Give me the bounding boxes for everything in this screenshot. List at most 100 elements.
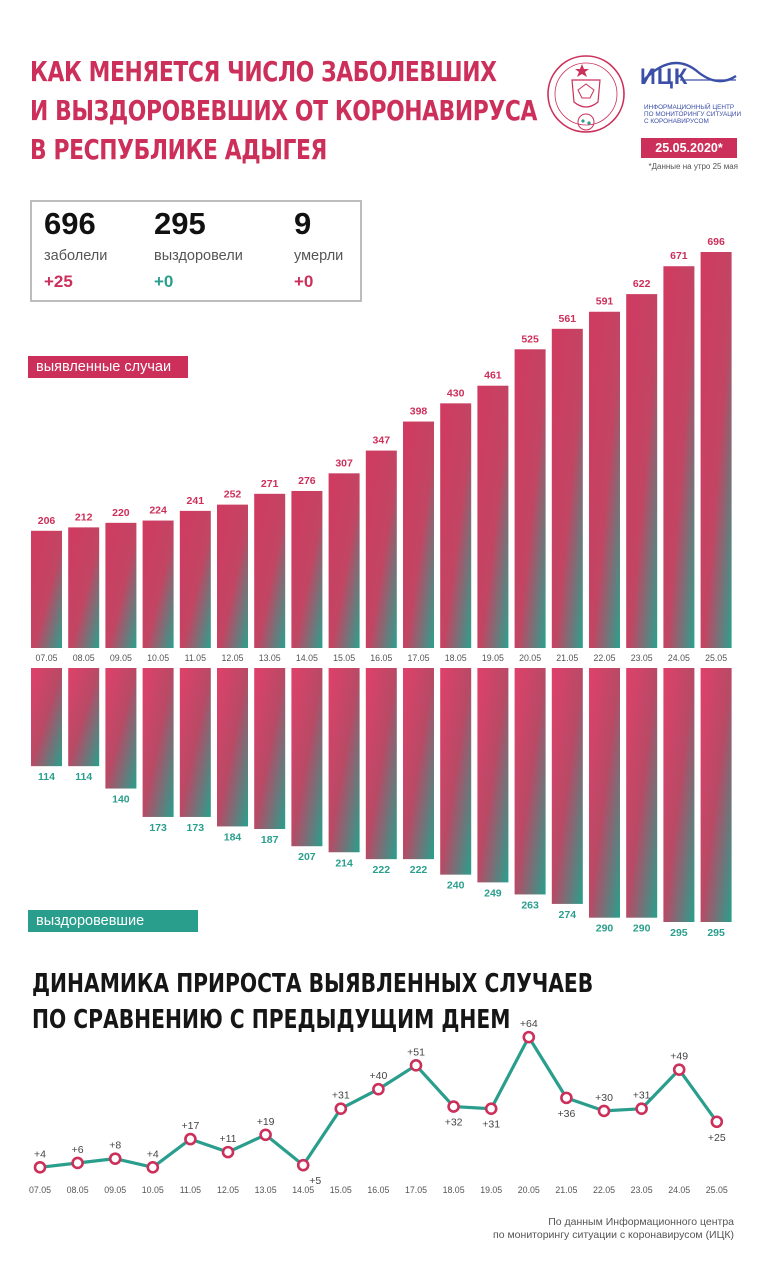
growth-date-tick-label: 09.05 [104, 1185, 126, 1195]
case-bar [365, 450, 397, 648]
growth-point [146, 1161, 160, 1174]
recovered-value-label: 114 [38, 771, 55, 783]
recovered-bar [365, 668, 397, 860]
case-value-label: 622 [633, 278, 651, 290]
recovered-bar [217, 668, 248, 827]
stat-value: 295 [154, 206, 206, 241]
recovered-value-label: 290 [596, 923, 614, 935]
title-line: В РЕСПУБЛИКЕ АДЫГЕЯ [30, 133, 327, 166]
case-value-label: 307 [335, 457, 353, 469]
case-bar [477, 385, 509, 648]
recovered-label: выздоровевшие [28, 910, 198, 932]
growth-value-label: +17 [181, 1120, 199, 1132]
growth-value-label: +4 [147, 1148, 159, 1160]
growth-date-tick-label: 11.05 [180, 1185, 201, 1195]
growth-value-label: +64 [520, 1018, 538, 1030]
case-bar [663, 266, 695, 648]
recovered-bar-chart: 114 114 140 173 173 184 187 207 214 222 222 240 249 2… [31, 668, 732, 939]
growth-point [672, 1063, 686, 1076]
growth-date-tick-label: 12.05 [217, 1185, 239, 1195]
growth-value-label: +19 [257, 1116, 275, 1128]
growth-point [635, 1102, 648, 1116]
source-line: по мониторингу ситуации с коронавирусом … [493, 1229, 734, 1241]
recovered-value-label: 249 [484, 887, 502, 899]
case-bar [328, 473, 360, 648]
recovered-value-label: 290 [633, 923, 651, 935]
growth-point [597, 1104, 611, 1118]
growth-date-tick-label: 08.05 [67, 1185, 89, 1195]
growth-value-label: +31 [633, 1090, 651, 1102]
case-bar [403, 421, 434, 648]
case-value-label: 276 [298, 475, 316, 487]
recovered-bar [626, 668, 658, 918]
case-bar [551, 328, 583, 648]
case-bar [700, 252, 732, 648]
case-bar [31, 530, 62, 648]
stat-value: 9 [294, 206, 312, 241]
growth-date-tick-label: 13.05 [255, 1185, 277, 1195]
growth-date-tick-label: 24.05 [668, 1185, 690, 1195]
case-value-label: 206 [38, 515, 56, 527]
date-tick-label: 08.05 [73, 653, 95, 663]
date-tick-label: 24.05 [668, 653, 690, 663]
growth-point [372, 1082, 385, 1096]
growth-point [334, 1102, 348, 1116]
growth-title-line: ДИНАМИКА ПРИРОСТА ВЫЯВЛЕННЫХ СЛУЧАЕВ [32, 969, 594, 999]
stat-delta: +25 [44, 272, 73, 291]
case-value-label: 347 [373, 435, 391, 447]
growth-value-label: +51 [407, 1046, 425, 1058]
recovered-bar [105, 668, 137, 789]
case-bar [626, 294, 658, 648]
growth-point [710, 1115, 724, 1129]
date-tick-label: 18.05 [445, 653, 467, 663]
date-tick-label: 15.05 [333, 653, 355, 663]
recovered-bar [328, 668, 360, 853]
case-value-label: 591 [596, 296, 614, 308]
recovered-bar [551, 668, 583, 904]
growth-chart-title: ДИНАМИКА ПРИРОСТА ВЫЯВЛЕННЫХ СЛУЧАЕВ ПО … [32, 966, 594, 1038]
case-value-label: 241 [187, 495, 205, 507]
date-badge: 25.05.2020* [641, 138, 737, 158]
case-bar [589, 311, 620, 648]
case-bar [142, 520, 174, 648]
growth-value-label: +5 [309, 1175, 321, 1187]
recovered-bar [514, 668, 546, 895]
recovered-value-label: 240 [447, 880, 465, 892]
logo-name: ИЦК [640, 64, 689, 89]
growth-date-tick-label: 19.05 [480, 1185, 502, 1195]
growth-point [108, 1152, 122, 1165]
recovered-value-label: 214 [335, 857, 353, 869]
recovered-bar [179, 668, 211, 817]
growth-value-label: +30 [595, 1092, 613, 1104]
recovered-bar [700, 668, 732, 922]
growth-value-label: +31 [482, 1119, 500, 1131]
itsk-logo-mark-icon [641, 61, 737, 83]
adygea-coat-of-arms-icon [547, 55, 625, 133]
growth-point [409, 1059, 423, 1072]
growth-value-label: +49 [670, 1051, 688, 1063]
case-value-label: 696 [707, 236, 725, 248]
case-value-label: 271 [261, 478, 279, 490]
date-tick-label: 14.05 [296, 653, 318, 663]
stat-value: 696 [44, 206, 96, 241]
case-bar [179, 510, 211, 648]
recovered-bar [142, 668, 174, 817]
date-tick-label: 19.05 [482, 653, 504, 663]
case-value-label: 212 [75, 511, 93, 523]
growth-value-label: +6 [72, 1144, 84, 1156]
cases-label: выявленные случаи [28, 356, 188, 378]
source-line: По данным Информационного центра [548, 1216, 734, 1228]
growth-date-tick-label: 20.05 [518, 1185, 540, 1195]
date-tick-label: 11.05 [185, 653, 206, 663]
growth-point [33, 1161, 47, 1174]
case-value-label: 224 [149, 505, 167, 517]
recovered-bar [291, 668, 323, 847]
recovered-bar [663, 668, 695, 922]
summary-box: 696 заболели +25 295 выздоровели +0 9 ум… [30, 200, 362, 302]
recovered-value-label: 114 [75, 771, 92, 783]
growth-point [296, 1158, 310, 1172]
growth-value-label: +31 [332, 1090, 350, 1102]
date-note: *Данные на утро 25 мая [648, 162, 738, 171]
growth-date-tick-label: 07.05 [29, 1185, 51, 1195]
recovered-value-label: 263 [521, 899, 539, 911]
